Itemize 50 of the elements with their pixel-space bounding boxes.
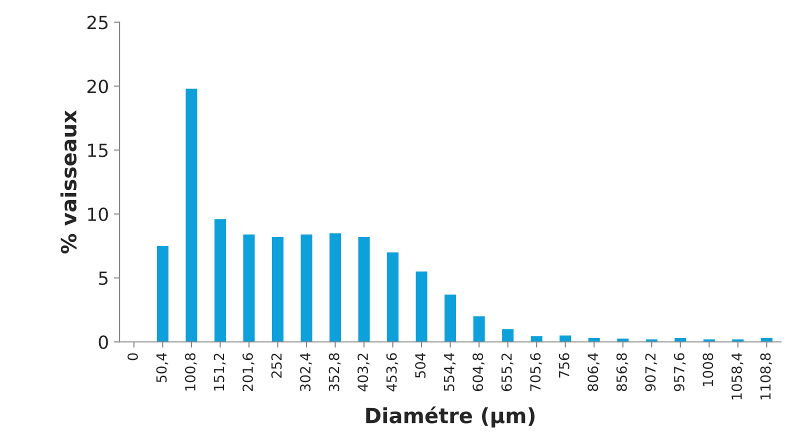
x-tick-label: 403,2 [358,354,370,392]
y-axis-title: % vaisseaux [60,110,77,254]
x-tick-label: 907,2 [645,354,658,392]
bar [588,338,600,342]
bar [760,338,772,342]
bar [214,219,226,342]
y-tick-label: 15 [88,144,108,158]
x-axis-title: Diamétre (µm) [366,406,535,428]
bar [156,246,168,342]
bar [358,237,370,342]
y-tick-label: 20 [87,80,108,94]
x-tick-label: 50,4 [156,353,168,382]
bar [473,316,485,342]
bar [502,329,514,342]
bar [272,237,284,342]
x-tick-label: 756 [558,353,570,378]
y-tick-label: 25 [87,16,108,30]
x-tick-label: 604,8 [472,353,485,392]
bar [300,234,312,342]
bar [560,335,572,342]
bar [330,233,342,342]
bar [387,252,399,342]
x-tick-label: 655,2 [501,354,514,392]
bar [243,234,255,342]
bar [416,272,428,342]
bar [674,338,686,342]
x-tick-label: 1058,4 [731,353,744,400]
x-tick-label: 453,6 [386,353,398,392]
bar [444,294,456,342]
x-tick-label: 554,4 [444,353,456,391]
x-tick-label: 504 [415,353,426,378]
bar [617,338,629,342]
x-tick-label: 100,8 [184,353,197,391]
x-tick-label: 0 [127,353,138,360]
y-tick-label: 10 [88,207,108,222]
y-tick-label: 0 [98,335,108,349]
x-tick-label: 201,6 [242,353,254,392]
x-tick-label: 1008 [702,353,714,386]
x-tick-label: 252 [271,354,282,378]
x-tick-label: 705,6 [530,353,542,391]
bar [186,88,198,342]
x-tick-label: 352,8 [328,353,341,391]
x-tick-label: 806,4 [588,353,600,392]
x-tick-label: 1108,8 [760,353,772,400]
x-tick-label: 856,8 [616,353,628,392]
x-tick-label: 302,4 [300,353,312,391]
bar [530,336,542,342]
x-tick-label: 151,2 [214,354,226,391]
y-tick-label: 5 [99,272,108,286]
x-tick-label: 957,6 [674,353,686,392]
